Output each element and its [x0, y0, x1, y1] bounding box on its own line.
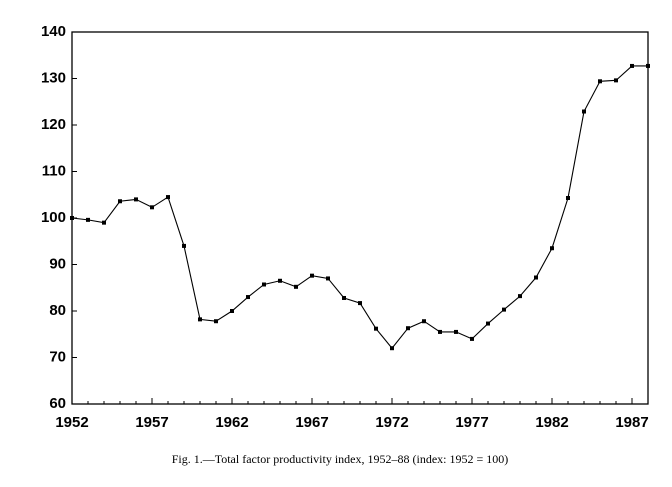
y-tick-label: 120	[41, 116, 66, 133]
data-point	[614, 78, 618, 83]
data-point	[390, 346, 394, 351]
data-point	[198, 317, 202, 322]
data-point	[646, 63, 650, 68]
x-tick-label: 1962	[215, 414, 248, 431]
data-point	[598, 79, 602, 84]
data-point	[582, 109, 586, 114]
data-point	[166, 195, 170, 200]
data-point	[486, 321, 490, 326]
x-tick-label: 1952	[55, 414, 88, 431]
data-point	[470, 336, 474, 341]
x-tick-label: 1957	[135, 414, 168, 431]
data-point	[182, 243, 186, 248]
data-point	[294, 284, 298, 289]
data-point	[326, 276, 330, 281]
y-tick-label: 130	[41, 69, 66, 86]
data-point	[358, 301, 362, 306]
data-point	[374, 326, 378, 331]
data-point	[230, 309, 234, 313]
data-point	[102, 220, 106, 225]
data-point	[150, 205, 154, 210]
data-point	[262, 282, 266, 287]
data-point	[86, 217, 90, 222]
data-point	[310, 273, 314, 278]
y-tick-label: 80	[49, 302, 66, 319]
data-line	[71, 65, 648, 350]
y-tick-label: 70	[49, 348, 66, 365]
y-tick-label: 100	[41, 209, 66, 226]
y-tick-label: 110	[42, 162, 66, 179]
y-tick-label: 90	[49, 255, 66, 272]
data-point	[454, 329, 458, 334]
data-point	[518, 294, 522, 299]
data-point	[134, 197, 138, 202]
data-point	[422, 319, 426, 324]
x-tick-label: 1982	[535, 414, 568, 431]
data-point	[118, 199, 122, 204]
x-tick-label: 1967	[295, 414, 328, 431]
caption: Fig. 1.—Total factor productivity index,…	[172, 452, 509, 466]
data-point	[246, 295, 250, 300]
x-tick-label: 1977	[455, 414, 488, 431]
data-point	[70, 216, 74, 220]
data-point	[630, 63, 634, 68]
y-tick-label: 140	[41, 23, 66, 40]
x-tick-label: 1987	[615, 414, 648, 431]
data-point	[534, 275, 538, 280]
data-point	[566, 196, 570, 201]
data-point	[502, 307, 506, 312]
data-point	[406, 326, 410, 331]
data-point	[342, 295, 346, 300]
x-tick-label: 1972	[375, 414, 408, 431]
data-point	[278, 278, 282, 283]
data-point	[438, 329, 442, 334]
data-point	[550, 246, 554, 251]
y-tick-label: 60	[49, 395, 66, 412]
data-point	[214, 319, 218, 324]
